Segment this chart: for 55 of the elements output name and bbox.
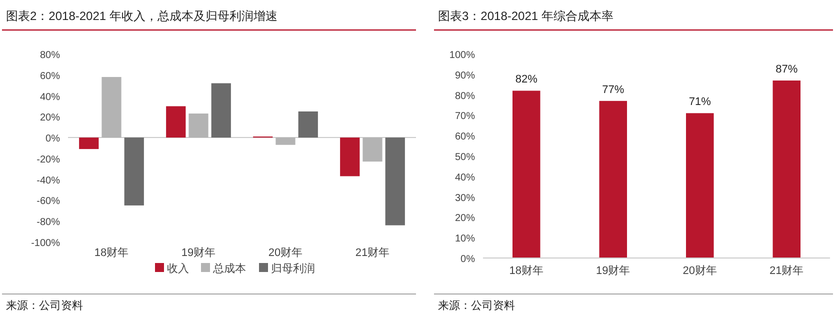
bar [79, 138, 99, 150]
bar [362, 138, 382, 162]
data-label: 71% [688, 96, 712, 108]
source-note: 来源：公司资料 [438, 299, 515, 312]
bar [385, 138, 405, 226]
y-tick-label: 60% [40, 70, 60, 82]
data-label: 82% [515, 74, 538, 86]
x-tick-label: 20财年 [268, 246, 303, 259]
y-tick-label: 90% [454, 70, 476, 82]
bar [124, 138, 144, 206]
y-tick-label: -100% [31, 238, 60, 249]
bar [188, 114, 208, 138]
chart-title: 图表3：2018-2021 年综合成本率 [438, 9, 614, 23]
x-tick-label: 19财年 [181, 246, 216, 259]
legend-label: 收入 [167, 262, 189, 275]
y-tick-label: -80% [36, 217, 60, 228]
bar [211, 83, 231, 138]
x-tick-label: 20财年 [682, 264, 717, 277]
y-tick-label: -40% [36, 175, 60, 186]
y-tick-label: 20% [40, 112, 60, 124]
y-tick-label: -60% [36, 196, 60, 208]
x-tick-label: 21财年 [770, 264, 804, 277]
x-tick-label: 19财年 [596, 264, 630, 277]
bar [166, 106, 186, 138]
x-tick-label: 18财年 [509, 264, 544, 277]
data-label: 77% [602, 84, 624, 96]
y-tick-label: 50% [454, 152, 476, 163]
y-tick-label: 40% [40, 92, 60, 103]
y-tick-label: 80% [454, 90, 476, 102]
y-tick-label: 40% [454, 172, 476, 184]
y-tick-label: 60% [454, 132, 476, 143]
bar [298, 111, 318, 138]
y-tick-label: -20% [36, 154, 60, 166]
data-label: 87% [776, 64, 798, 76]
y-tick-label: 10% [454, 234, 476, 245]
bar [599, 100, 628, 258]
bar [686, 113, 714, 258]
y-tick-label: 70% [454, 111, 476, 122]
legend-label: 总成本 [212, 262, 246, 275]
y-tick-label: 30% [454, 192, 476, 204]
y-tick-label: 0% [46, 134, 60, 145]
bar [340, 138, 360, 176]
bar [772, 80, 801, 258]
chart-title: 图表2：2018-2021 年收入，总成本及归母利润增速 [6, 9, 278, 23]
legend-label: 归母利润 [271, 262, 315, 275]
y-tick-label: 20% [454, 213, 476, 224]
x-tick-label: 21财年 [355, 246, 390, 259]
x-tick-label: 18财年 [94, 246, 129, 259]
bar [276, 138, 296, 145]
bar [512, 90, 540, 258]
bar [102, 76, 122, 138]
y-tick-label: 100% [449, 50, 476, 61]
y-tick-label: 0% [460, 254, 476, 265]
y-tick-label: 80% [40, 50, 60, 61]
source-note: 来源：公司资料 [6, 299, 83, 312]
